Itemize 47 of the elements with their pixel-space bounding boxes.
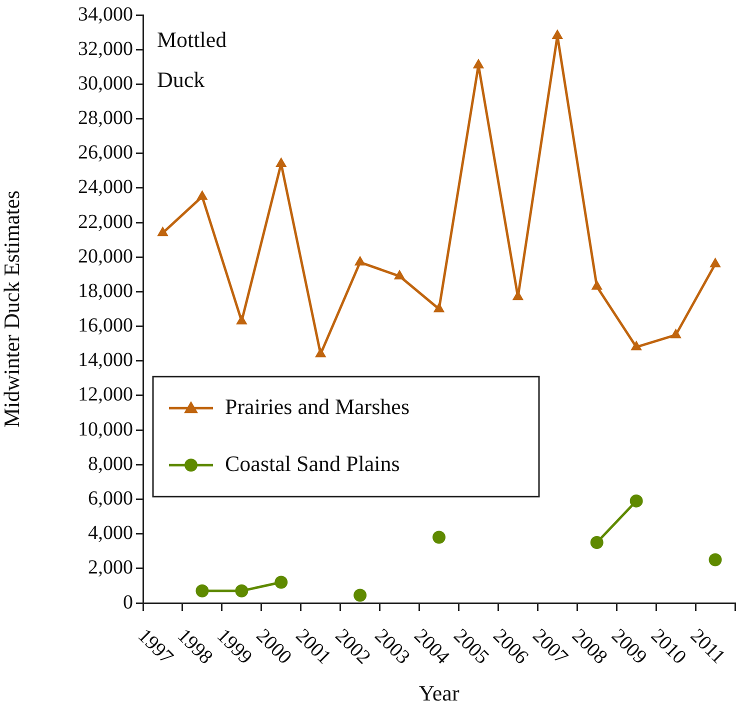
y-axis-title: Midwinter Duck Estimates — [0, 190, 24, 428]
y-tick-label: 32,000 — [78, 38, 133, 60]
point — [354, 588, 367, 602]
y-tick-label: 12,000 — [78, 384, 133, 406]
y-tick-label: 34,000 — [78, 3, 133, 26]
point — [630, 340, 642, 350]
point — [394, 270, 406, 280]
point — [276, 157, 287, 167]
point — [630, 494, 643, 508]
legend-label: Prairies and Marshes — [225, 394, 410, 419]
point — [196, 584, 209, 598]
x-tick-label: 2007 — [528, 624, 572, 669]
point — [670, 328, 682, 338]
y-tick-label: 14,000 — [78, 349, 133, 372]
point — [552, 29, 564, 40]
y-tick-label: 28,000 — [78, 107, 133, 130]
y-tick-label: 20,000 — [78, 245, 133, 268]
point — [274, 576, 288, 589]
y-tick-label: 16,000 — [78, 314, 133, 337]
y-tick-label: 26,000 — [78, 142, 133, 164]
annotation: Mottled Duck — [157, 26, 227, 92]
point — [314, 347, 326, 358]
y-tick-label: 18,000 — [78, 280, 133, 302]
x-axis-title: Year — [418, 680, 460, 706]
y-tick-label: 22,000 — [78, 210, 133, 233]
legend-label: Coastal Sand Plains — [225, 450, 400, 476]
y-tick-label: 8,000 — [88, 452, 133, 475]
y-tick-label: 30,000 — [78, 72, 133, 94]
point — [157, 226, 168, 236]
point — [708, 553, 722, 566]
y-tick-label: 0 — [123, 591, 133, 614]
y-tick-label: 6,000 — [88, 487, 133, 510]
y-tick-label: 2,000 — [88, 556, 133, 579]
y-tick-label: 10,000 — [78, 418, 133, 440]
y-tick-label: 24,000 — [78, 176, 133, 198]
point — [590, 536, 604, 549]
y-tick-label: 4,000 — [88, 522, 133, 544]
x-tick-label: 2009 — [607, 624, 651, 669]
point — [235, 584, 248, 598]
point — [472, 58, 484, 68]
point — [433, 302, 445, 312]
point — [236, 314, 248, 324]
point — [354, 256, 366, 266]
point — [432, 530, 446, 544]
point — [710, 258, 721, 268]
point — [196, 190, 208, 200]
point — [591, 280, 602, 290]
